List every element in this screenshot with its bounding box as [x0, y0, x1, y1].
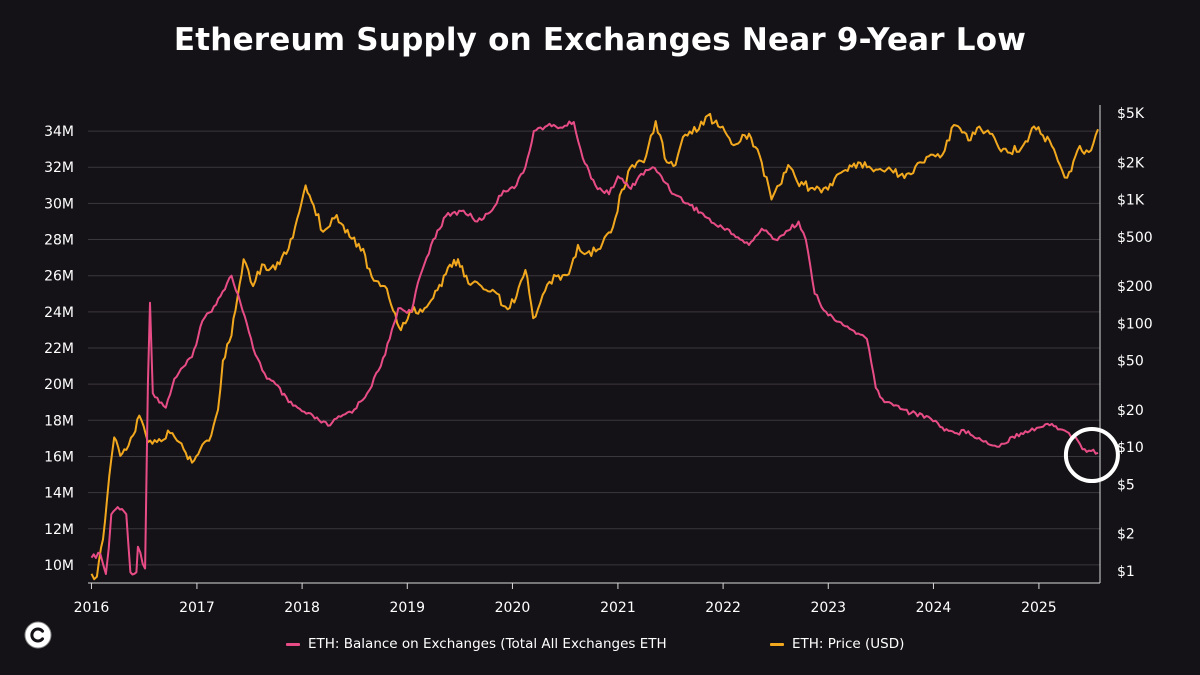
x-tick-label: 2023	[810, 600, 846, 616]
y-left-tick-label: 34M	[44, 124, 74, 140]
x-tick-label: 2017	[179, 600, 215, 616]
y-right-tick-label: $5K	[1117, 106, 1145, 122]
y-right-tick-label: $10	[1117, 440, 1144, 456]
y-left-tick-label: 22M	[44, 341, 74, 357]
tick-labels: 10M 12M 14M 16M 18M 20M 22M 24M 26M 28M 30M 32M 34M $…	[44, 106, 1153, 616]
y-right-tick-label: $50	[1117, 354, 1144, 370]
legend-item-price: ETH: Price (USD)	[770, 636, 904, 652]
y-right-tick-label: $2	[1117, 527, 1135, 543]
y-left-tick-label: 28M	[44, 233, 74, 249]
legend-swatch-price	[770, 642, 784, 646]
chart-title: Ethereum Supply on Exchanges Near 9-Year…	[173, 22, 1027, 58]
y-left-tick-label: 26M	[44, 269, 74, 285]
x-tick-label: 2020	[495, 600, 531, 616]
y-right-tick-label: $1	[1117, 564, 1135, 580]
x-tick-label: 2018	[284, 600, 320, 616]
legend-swatch-balance	[286, 642, 300, 646]
legend-label-balance: ETH: Balance on Exchanges (Total All Exc…	[308, 636, 667, 652]
y-left-tick-label: 32M	[44, 160, 74, 176]
x-tick-label: 2019	[389, 600, 425, 616]
legend: ETH: Balance on Exchanges (Total All Exc…	[0, 636, 1200, 660]
price-series-line	[90, 112, 1099, 581]
legend-item-balance: ETH: Balance on Exchanges (Total All Exc…	[286, 636, 667, 652]
y-left-tick-label: 12M	[44, 522, 74, 538]
axes	[88, 105, 1101, 589]
c-circle-logo-icon	[24, 621, 52, 649]
series-lines	[90, 112, 1099, 581]
x-tick-label: 2025	[1021, 600, 1057, 616]
grid-lines	[88, 130, 1100, 566]
y-right-tick-label: $500	[1117, 230, 1153, 246]
y-right-tick-label: $5	[1117, 477, 1135, 493]
y-left-tick-label: 14M	[44, 486, 74, 502]
y-right-tick-label: $1K	[1117, 193, 1145, 209]
y-left-tick-label: 20M	[44, 377, 74, 393]
y-right-tick-label: $100	[1117, 316, 1153, 332]
x-tick-label: 2024	[916, 600, 952, 616]
legend-label-price: ETH: Price (USD)	[792, 636, 905, 652]
x-tick-label: 2021	[600, 600, 636, 616]
y-right-tick-label: $200	[1117, 279, 1153, 295]
y-left-tick-label: 24M	[44, 305, 74, 321]
y-left-tick-label: 10M	[44, 558, 74, 574]
y-right-tick-label: $20	[1117, 403, 1144, 419]
x-tick-label: 2016	[74, 600, 110, 616]
x-tick-label: 2022	[705, 600, 741, 616]
y-left-tick-label: 16M	[44, 449, 74, 465]
y-left-tick-label: 30M	[44, 196, 74, 212]
balance-series-line	[90, 120, 1099, 576]
y-right-tick-label: $2K	[1117, 155, 1145, 171]
y-left-tick-label: 18M	[44, 413, 74, 429]
annotations	[1063, 427, 1120, 484]
highlight-circle-annotation	[1063, 427, 1120, 484]
